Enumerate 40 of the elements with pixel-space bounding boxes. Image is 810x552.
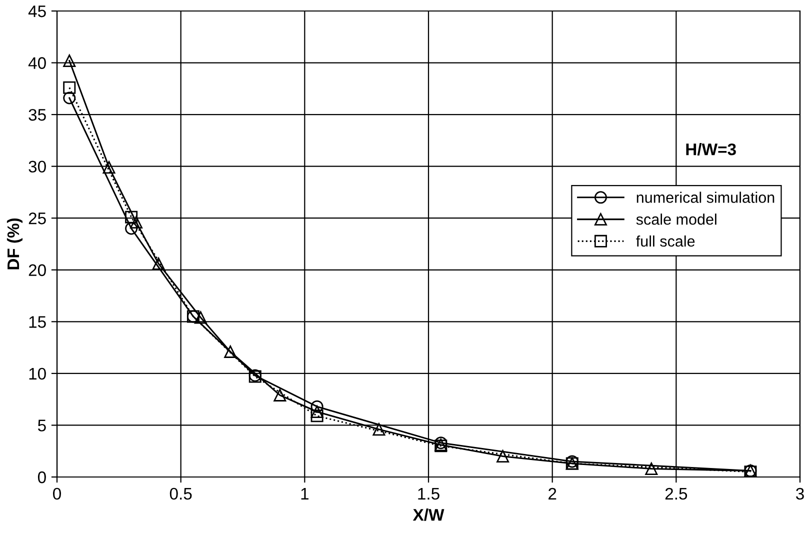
x-tick-label: 2.5 — [665, 488, 688, 500]
y-axis-title: DF (%) — [6, 218, 22, 270]
point — [63, 81, 76, 94]
annotation: H/W=3 — [686, 143, 736, 156]
y-tick-label: 20 — [28, 264, 46, 276]
point — [274, 388, 286, 402]
x-tick-label: 0.5 — [170, 488, 192, 500]
point — [496, 450, 510, 463]
legend-label: full scale — [636, 235, 695, 247]
x-tick-label: 2 — [548, 488, 556, 500]
y-tick-label: 15 — [29, 316, 46, 328]
point — [310, 400, 324, 413]
x-tick-label: 1.5 — [418, 488, 440, 500]
y-tick-label: 45 — [28, 6, 46, 18]
x-tick-label: 1 — [301, 488, 308, 500]
point — [310, 410, 324, 422]
point — [372, 423, 386, 436]
point — [125, 222, 138, 235]
y-tick-label: 0 — [38, 471, 46, 484]
point — [152, 257, 165, 270]
point — [645, 462, 658, 475]
point — [224, 345, 237, 358]
y-tick-label: 10 — [29, 368, 46, 380]
point — [125, 210, 138, 224]
x-tick-label: 3 — [796, 488, 804, 500]
point — [310, 406, 324, 418]
x-tick-label: 0 — [53, 488, 61, 500]
y-tick-label: 25 — [28, 212, 46, 224]
y-tick-label: 40 — [28, 57, 46, 69]
x-axis-title: X/W — [412, 508, 444, 521]
y-tick-label: 35 — [28, 108, 46, 121]
legend-label: scale model — [636, 214, 716, 225]
point — [130, 216, 143, 229]
point — [63, 54, 76, 67]
legend-label: numerical simulation — [636, 192, 774, 203]
y-tick-label: 5 — [38, 420, 46, 432]
point — [194, 311, 207, 324]
y-tick-label: 30 — [28, 160, 46, 173]
point — [102, 161, 116, 174]
point — [63, 92, 76, 104]
